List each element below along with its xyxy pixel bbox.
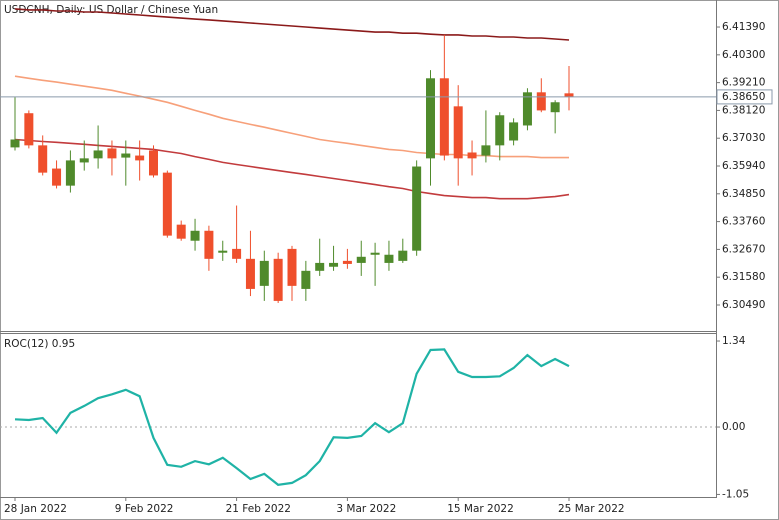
- candle-body: [232, 248, 242, 259]
- y-tick-label: 6.37030: [722, 132, 765, 144]
- x-tick-label: 25 Mar 2022: [558, 503, 625, 515]
- candle-body: [439, 78, 449, 156]
- x-tick-label: 3 Mar 2022: [336, 503, 396, 515]
- candle-body: [176, 224, 186, 239]
- candle-body: [245, 258, 255, 289]
- y-tick-label: 0.00: [722, 421, 745, 433]
- candle-body: [509, 122, 519, 141]
- y-tick-label: 6.38120: [722, 104, 765, 116]
- candle-body: [273, 258, 283, 301]
- y-tick-label: -1.05: [722, 488, 749, 500]
- indicator-title: ROC(12) 0.95: [4, 338, 75, 350]
- candle-body: [467, 152, 477, 159]
- candle-body: [356, 256, 366, 263]
- current-price-label: 6.38650: [722, 91, 765, 103]
- candle-body: [10, 139, 20, 148]
- candle-body: [204, 230, 214, 259]
- candle-body: [315, 262, 325, 271]
- candle-body: [107, 148, 117, 159]
- candle-body: [301, 270, 311, 289]
- y-tick-label: 6.39210: [722, 77, 765, 89]
- chart-title: USDCNH, Daily: US Dollar / Chinese Yuan: [4, 4, 218, 16]
- candle-body: [65, 160, 75, 186]
- candle-body: [329, 262, 339, 267]
- candle-body: [259, 260, 269, 286]
- y-tick-label: 6.33760: [722, 216, 765, 228]
- line: [14, 75, 569, 159]
- candle-body: [522, 92, 532, 126]
- candle-body: [453, 106, 463, 159]
- y-tick-label: 6.31580: [722, 271, 765, 283]
- candle-body: [38, 145, 48, 173]
- candle-body: [79, 158, 89, 163]
- line: [14, 8, 570, 41]
- current-price-box: [716, 89, 773, 105]
- x-tick-label: 15 Mar 2022: [447, 503, 514, 515]
- candle-body: [495, 115, 505, 146]
- candle-body: [536, 92, 546, 111]
- candle-body: [162, 172, 172, 236]
- candle-body: [384, 254, 394, 263]
- candle-body: [24, 113, 34, 146]
- candle-body: [287, 248, 297, 286]
- candle-body: [149, 150, 158, 176]
- candle-body: [190, 230, 200, 241]
- candle-body: [342, 260, 352, 264]
- x-tick-label: 21 Feb 2022: [226, 503, 291, 515]
- y-tick-label: 6.32670: [722, 243, 765, 255]
- y-tick-label: 6.34850: [722, 188, 765, 200]
- x-tick-label: 28 Jan 2022: [4, 503, 67, 515]
- candle-body: [135, 155, 145, 161]
- candle-body: [218, 250, 228, 253]
- candle-body: [121, 153, 131, 158]
- candle-body: [93, 150, 103, 159]
- y-tick-label: 1.34: [722, 335, 746, 347]
- candle-body: [52, 168, 62, 186]
- candle-body: [550, 102, 560, 113]
- candle-body: [426, 78, 435, 159]
- candle-body: [481, 145, 491, 156]
- candle-body: [398, 250, 408, 261]
- line: [14, 348, 570, 486]
- candle-body: [370, 252, 380, 255]
- candle-body: [412, 166, 422, 251]
- x-tick-label: 9 Feb 2022: [115, 503, 174, 515]
- line: [14, 138, 570, 200]
- y-tick-label: 6.30490: [722, 299, 765, 311]
- candle-body: [564, 93, 574, 97]
- y-tick-label: 6.35940: [722, 160, 765, 172]
- y-tick-label: 6.40300: [722, 49, 765, 61]
- y-tick-label: 6.41390: [722, 21, 765, 33]
